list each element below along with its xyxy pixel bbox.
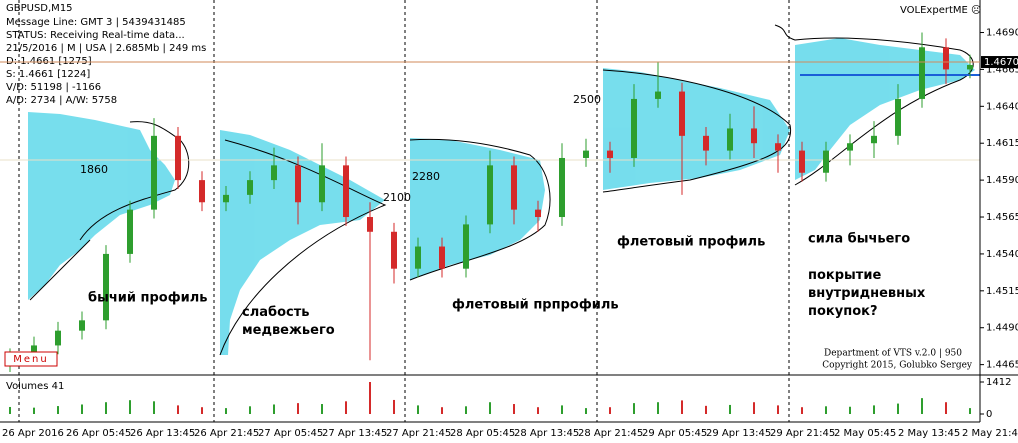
price-panel bbox=[7, 32, 973, 372]
x-tick-label: 29 Apr 21:45 bbox=[770, 428, 835, 439]
menu-label[interactable]: Menu bbox=[13, 354, 48, 365]
y-tick-label: 1.4565 bbox=[986, 212, 1018, 223]
y-tick-label: 1.4690 bbox=[986, 28, 1018, 39]
info-line: D: 1.4661 [1275] bbox=[6, 56, 92, 67]
y-tick-label: 1.4640 bbox=[986, 101, 1018, 112]
menu-button[interactable] bbox=[4, 351, 58, 367]
candle-body bbox=[583, 150, 589, 158]
candle-body bbox=[535, 209, 541, 218]
profile-label: 2100 bbox=[383, 191, 411, 204]
separators bbox=[18, 0, 790, 422]
y-tick-label: 1.4490 bbox=[986, 323, 1018, 334]
footer-line: Department of VTS v.2.0 | 950 bbox=[824, 349, 962, 359]
volume-tick-label: 1412 bbox=[986, 377, 1011, 388]
footer-line: Copyright 2015, Golubko Sergey bbox=[822, 361, 973, 371]
x-tick-label: 29 Apr 05:45 bbox=[642, 428, 707, 439]
x-tick-label: 26 Apr 13:45 bbox=[130, 428, 195, 439]
candle-body bbox=[511, 165, 517, 210]
candle-body bbox=[175, 135, 181, 181]
candle-body bbox=[895, 98, 901, 136]
info-line: 21/5/2016 | M | USA | 2.685Mb | 249 ms bbox=[6, 43, 206, 54]
y-tick-label: 1.4540 bbox=[986, 249, 1018, 260]
annotation: покрытие внутридневных покупок? bbox=[808, 268, 926, 319]
candle-body bbox=[295, 165, 301, 203]
candle-body bbox=[607, 150, 613, 158]
annotation: флетовый профиль bbox=[617, 235, 765, 250]
y-tick-label: 1.4515 bbox=[986, 286, 1018, 297]
candle-body bbox=[559, 157, 565, 218]
y-tick-label: 1.4465 bbox=[986, 360, 1018, 371]
candle-body bbox=[319, 165, 325, 203]
candle-body bbox=[199, 180, 205, 203]
x-tick-label: 26 Apr 21:45 bbox=[194, 428, 259, 439]
candle-body bbox=[127, 209, 133, 254]
candle-body bbox=[847, 143, 853, 151]
y-tick-label: 1.4665 bbox=[986, 64, 1018, 75]
info-line: V/D: 51198 | -1166 bbox=[6, 82, 101, 93]
candle-body bbox=[631, 98, 637, 158]
candle-body bbox=[439, 246, 445, 269]
annotation: бычий профиль bbox=[88, 291, 207, 306]
x-tick-label: 26 Apr 2016 bbox=[2, 428, 64, 439]
x-tick-label: 27 Apr 05:45 bbox=[258, 428, 323, 439]
candle-body bbox=[55, 330, 61, 346]
candle-body bbox=[79, 320, 85, 331]
candle-body bbox=[655, 91, 661, 99]
candle-body bbox=[775, 143, 781, 151]
candle-body bbox=[919, 47, 925, 99]
candle-body bbox=[487, 165, 493, 225]
x-tick-label: 2 May 05:45 bbox=[834, 428, 896, 439]
candle-body bbox=[31, 345, 37, 358]
x-tick-label: 28 Apr 05:45 bbox=[450, 428, 515, 439]
info-line: STATUS: Receiving Real-time data... bbox=[6, 30, 185, 41]
x-tick-label: 28 Apr 21:45 bbox=[578, 428, 643, 439]
volume-tick-label: 0 bbox=[986, 409, 992, 420]
x-tick-label: 28 Apr 13:45 bbox=[514, 428, 579, 439]
candle-body bbox=[967, 64, 973, 70]
candle-body bbox=[943, 47, 949, 70]
candle-body bbox=[823, 150, 829, 173]
annotation: флетовый прпрофиль bbox=[452, 298, 619, 313]
candle-body bbox=[799, 150, 805, 173]
symbol-title: GBPUSD,M15 bbox=[6, 3, 73, 14]
candle-body bbox=[151, 135, 157, 210]
candle-body bbox=[367, 217, 373, 232]
x-tick-label: 2 May 21:45 bbox=[962, 428, 1018, 439]
profile-outlines bbox=[29, 24, 974, 356]
current-price-box bbox=[981, 56, 1018, 69]
candle-body bbox=[751, 128, 757, 144]
candle-body bbox=[103, 253, 109, 321]
candle-body bbox=[463, 224, 469, 269]
annotation: сила бычьего bbox=[808, 232, 910, 247]
info-line: Message Line: GMT 3 | 5439431485 bbox=[6, 17, 186, 28]
candle-body bbox=[391, 231, 397, 269]
profile-label: 1860 bbox=[80, 163, 108, 176]
info-line: A/D: 2734 | A/W: 5758 bbox=[6, 95, 117, 106]
candle-body bbox=[679, 91, 685, 136]
x-tick-label: 2 May 13:45 bbox=[898, 428, 960, 439]
info-line: S: 1.4661 [1224] bbox=[6, 69, 90, 80]
candle-body bbox=[727, 128, 733, 151]
profile-label: 2500 bbox=[573, 93, 601, 106]
candle-body bbox=[343, 165, 349, 218]
current-price-label: 1.4670 bbox=[984, 57, 1018, 68]
y-tick-label: 1.4615 bbox=[986, 138, 1018, 149]
candle-body bbox=[271, 165, 277, 181]
y-tick-label: 1.4590 bbox=[986, 175, 1018, 186]
x-tick-label: 29 Apr 13:45 bbox=[706, 428, 771, 439]
x-tick-label: 27 Apr 13:45 bbox=[322, 428, 387, 439]
x-tick-label: 26 Apr 05:45 bbox=[66, 428, 131, 439]
candle-body bbox=[247, 180, 253, 195]
candle-body bbox=[415, 246, 421, 269]
candle-body bbox=[703, 135, 709, 151]
indicator-name: VOLExpertME ☹ bbox=[900, 5, 981, 16]
candle-body bbox=[871, 135, 877, 144]
annotation: слабость медвежьего bbox=[242, 305, 335, 338]
volume-title: Volumes 41 bbox=[6, 381, 64, 392]
x-tick-label: 27 Apr 21:45 bbox=[386, 428, 451, 439]
candle-body bbox=[223, 194, 229, 203]
volume-profiles bbox=[28, 38, 975, 355]
profile-label: 2280 bbox=[412, 170, 440, 183]
